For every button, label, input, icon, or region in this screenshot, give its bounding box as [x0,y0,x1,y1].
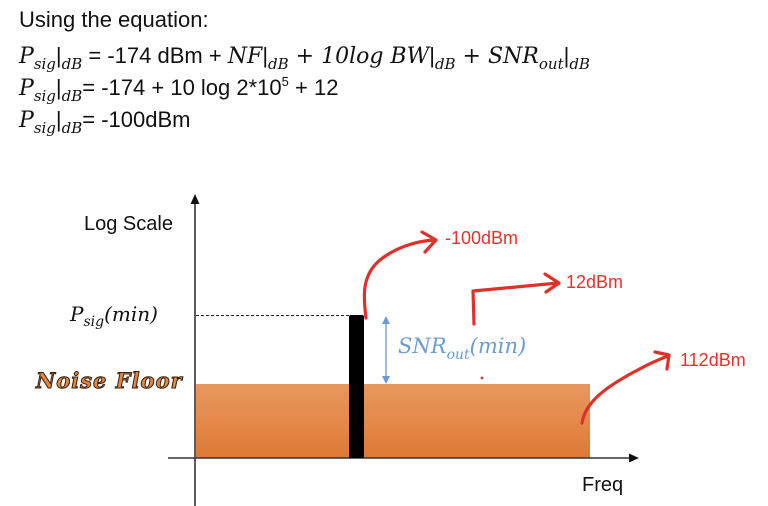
bw-db-sub: dB [434,55,456,73]
equation-substituted: Psig|dB= -174 + 10 log 2*105 + 12 [19,74,338,105]
nf-var: NF [227,44,263,69]
eval-bar: | [55,43,62,68]
psig-min-var: P [70,302,84,326]
log-bw: log BW [349,44,430,69]
snr-out-min-label: SNRout(min) [398,334,527,363]
annotation-snr-value: 12dBm [566,272,624,292]
rhs-result: = -100dBm [82,107,191,132]
psig-var: P [19,108,34,133]
snr-arrow-down-icon [382,376,390,384]
eval-bar: | [262,43,269,68]
eval-bar: | [55,107,62,132]
annotation-arrowhead-signal-icon [420,230,438,254]
nf-db-sub: dB [268,55,289,73]
psig-var: P [19,76,34,101]
psig-var: P [19,44,34,69]
eval-bar: | [429,43,435,68]
snr-rest: (min) [469,334,527,358]
psig-min-rest: (min) [104,302,158,326]
snr-db-sub: dB [569,55,590,73]
snr-arrow-up-icon [382,316,390,324]
annotation-arrow-snr [471,281,560,326]
psig-sub: sig [33,87,56,105]
db-sub: dB [61,119,83,137]
psig-sub: sig [33,119,56,137]
snr-var: SNR [398,334,447,358]
noise-floor-band [196,384,590,458]
annotation-arrowhead-noise-icon [653,350,671,371]
snr-var: SNR [487,44,539,69]
annotation-arrow-noise [580,354,670,425]
equation-result: Psig|dB= -100dBm [19,106,191,137]
signal-bar [349,315,364,458]
snr-sub: out [446,347,470,363]
eval-bar: | [563,43,570,68]
y-axis-arrowhead-icon [190,194,200,204]
annotation-arrowhead-snr-icon [543,272,561,294]
rhs-text: = -174 dBm + [82,43,228,68]
psig-sub: sig [33,55,56,73]
psig-min-sub: sig [83,314,105,330]
snr-out-sub: out [538,55,564,73]
noise-floor-label: Noise Floor [36,368,183,394]
y-axis-label: Log Scale [84,213,173,235]
psig-min-label: Psig(min) [70,302,158,330]
annotation-signal-level: -100dBm [445,228,519,248]
equation-general: Psig|dB = -174 dBm + NF|dB + 10log BW|dB… [19,42,590,73]
x-axis-label: Freq [582,474,624,496]
db-sub: dB [61,87,83,105]
db-sub: dB [61,55,83,73]
plus: + [455,44,488,69]
rhs-b: + 12 [288,75,339,100]
annotation-arrow-signal [362,238,437,320]
red-dot [480,376,484,380]
rhs-a: = -174 + 10 log 2*10 [82,75,282,100]
exponent: 5 [281,74,289,89]
equation-intro: Using the equation: [19,7,209,32]
x-axis-arrowhead-icon [629,453,639,463]
eval-bar: | [55,75,62,100]
annotation-noise-floor-value: 112dBm [680,350,746,370]
plus-ten: + 10 [288,44,350,69]
